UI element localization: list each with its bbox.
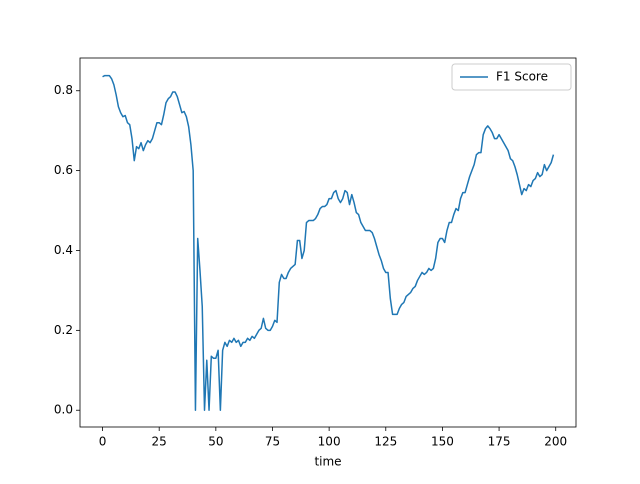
legend-box	[451, 63, 572, 91]
y-tick-label: 0.0	[54, 403, 73, 417]
x-tick-label: 125	[374, 435, 397, 449]
x-axis-label: time	[314, 455, 341, 469]
y-tick-label: 0.2	[54, 323, 73, 337]
line-series	[102, 74, 555, 411]
legend-label: F1 Score	[496, 70, 548, 84]
x-tick-label: 200	[544, 435, 567, 449]
y-tick-label: 0.8	[54, 83, 73, 97]
y-tick-label: 0.6	[54, 163, 73, 177]
x-tick-label: 100	[318, 435, 341, 449]
x-tick-label: 50	[208, 435, 223, 449]
x-tick-label: 25	[152, 435, 167, 449]
x-tick-label: 0	[99, 435, 107, 449]
y-tick-label: 0.4	[54, 243, 73, 257]
plot-frame	[79, 57, 577, 428]
x-tick-label: 150	[431, 435, 454, 449]
x-tick-label: 175	[488, 435, 511, 449]
x-tick-label: 75	[265, 435, 280, 449]
